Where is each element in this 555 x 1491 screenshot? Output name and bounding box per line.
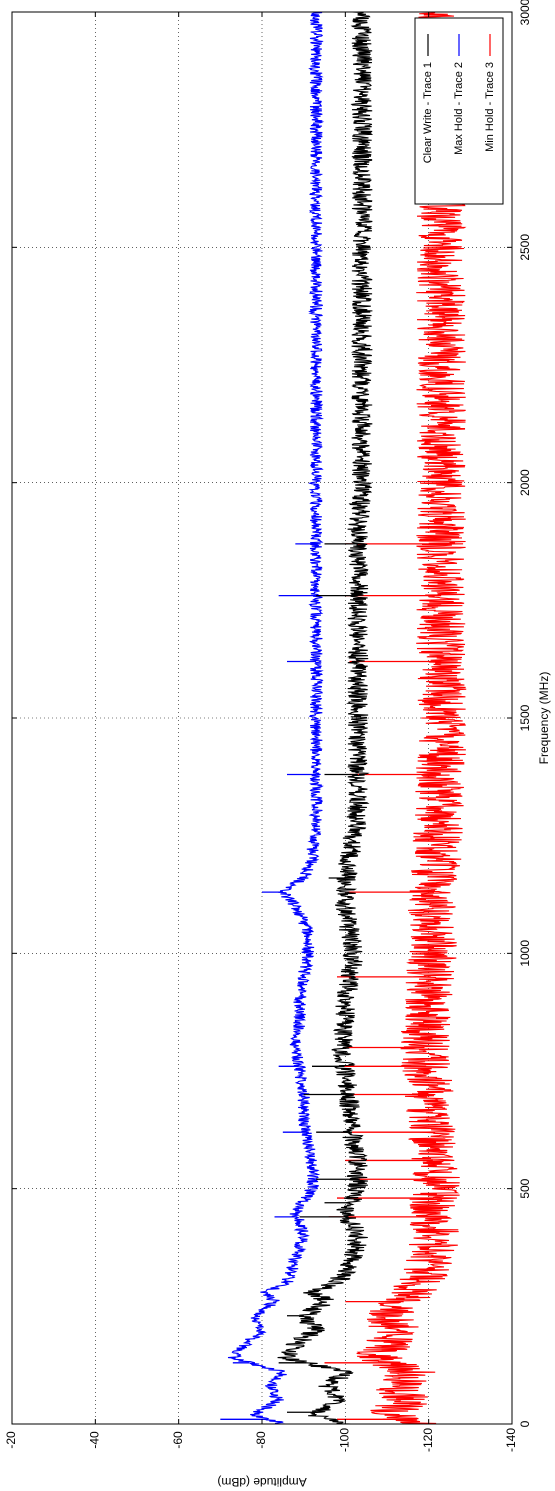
x-tick-label: 2500: [518, 234, 532, 261]
y-tick-label: -80: [254, 1431, 268, 1449]
y-tick-label: -60: [171, 1431, 185, 1449]
x-tick-label: 3000: [518, 0, 532, 25]
y-tick-label: -140: [504, 1428, 518, 1452]
x-tick-label: 1500: [518, 704, 532, 731]
series-line-1: [277, 11, 374, 1425]
series-line-3: [356, 11, 467, 1425]
x-tick-label: 2000: [518, 469, 532, 496]
x-tick-label: 500: [518, 1178, 532, 1198]
y-tick-label: -100: [338, 1428, 352, 1452]
x-tick-label: 0: [518, 1420, 532, 1427]
y-axis-label: Amplitude (dBm): [217, 1475, 306, 1489]
chart-legend: Clear Write - Trace 1 Max Hold - Trace 2 M…: [414, 17, 504, 205]
y-tick-label: -120: [421, 1428, 435, 1452]
y-tick-label: -20: [4, 1431, 18, 1449]
series-traces: [220, 11, 467, 1425]
y-tick-label: -40: [88, 1431, 102, 1449]
legend-label: Max Hold - Trace 2: [453, 62, 465, 155]
axis-ticks: 0 500 1000 1500 2000 2500 3000 -20 -40 -60 -80 -100…: [4, 0, 532, 1452]
series-line-2: [227, 11, 325, 1425]
legend-label: Min Hold - Trace 3: [484, 62, 496, 152]
x-tick-label: 1000: [518, 940, 532, 967]
legend-label: Clear Write - Trace 1: [422, 62, 434, 163]
x-axis-label: Frequency (MHz): [537, 672, 551, 765]
